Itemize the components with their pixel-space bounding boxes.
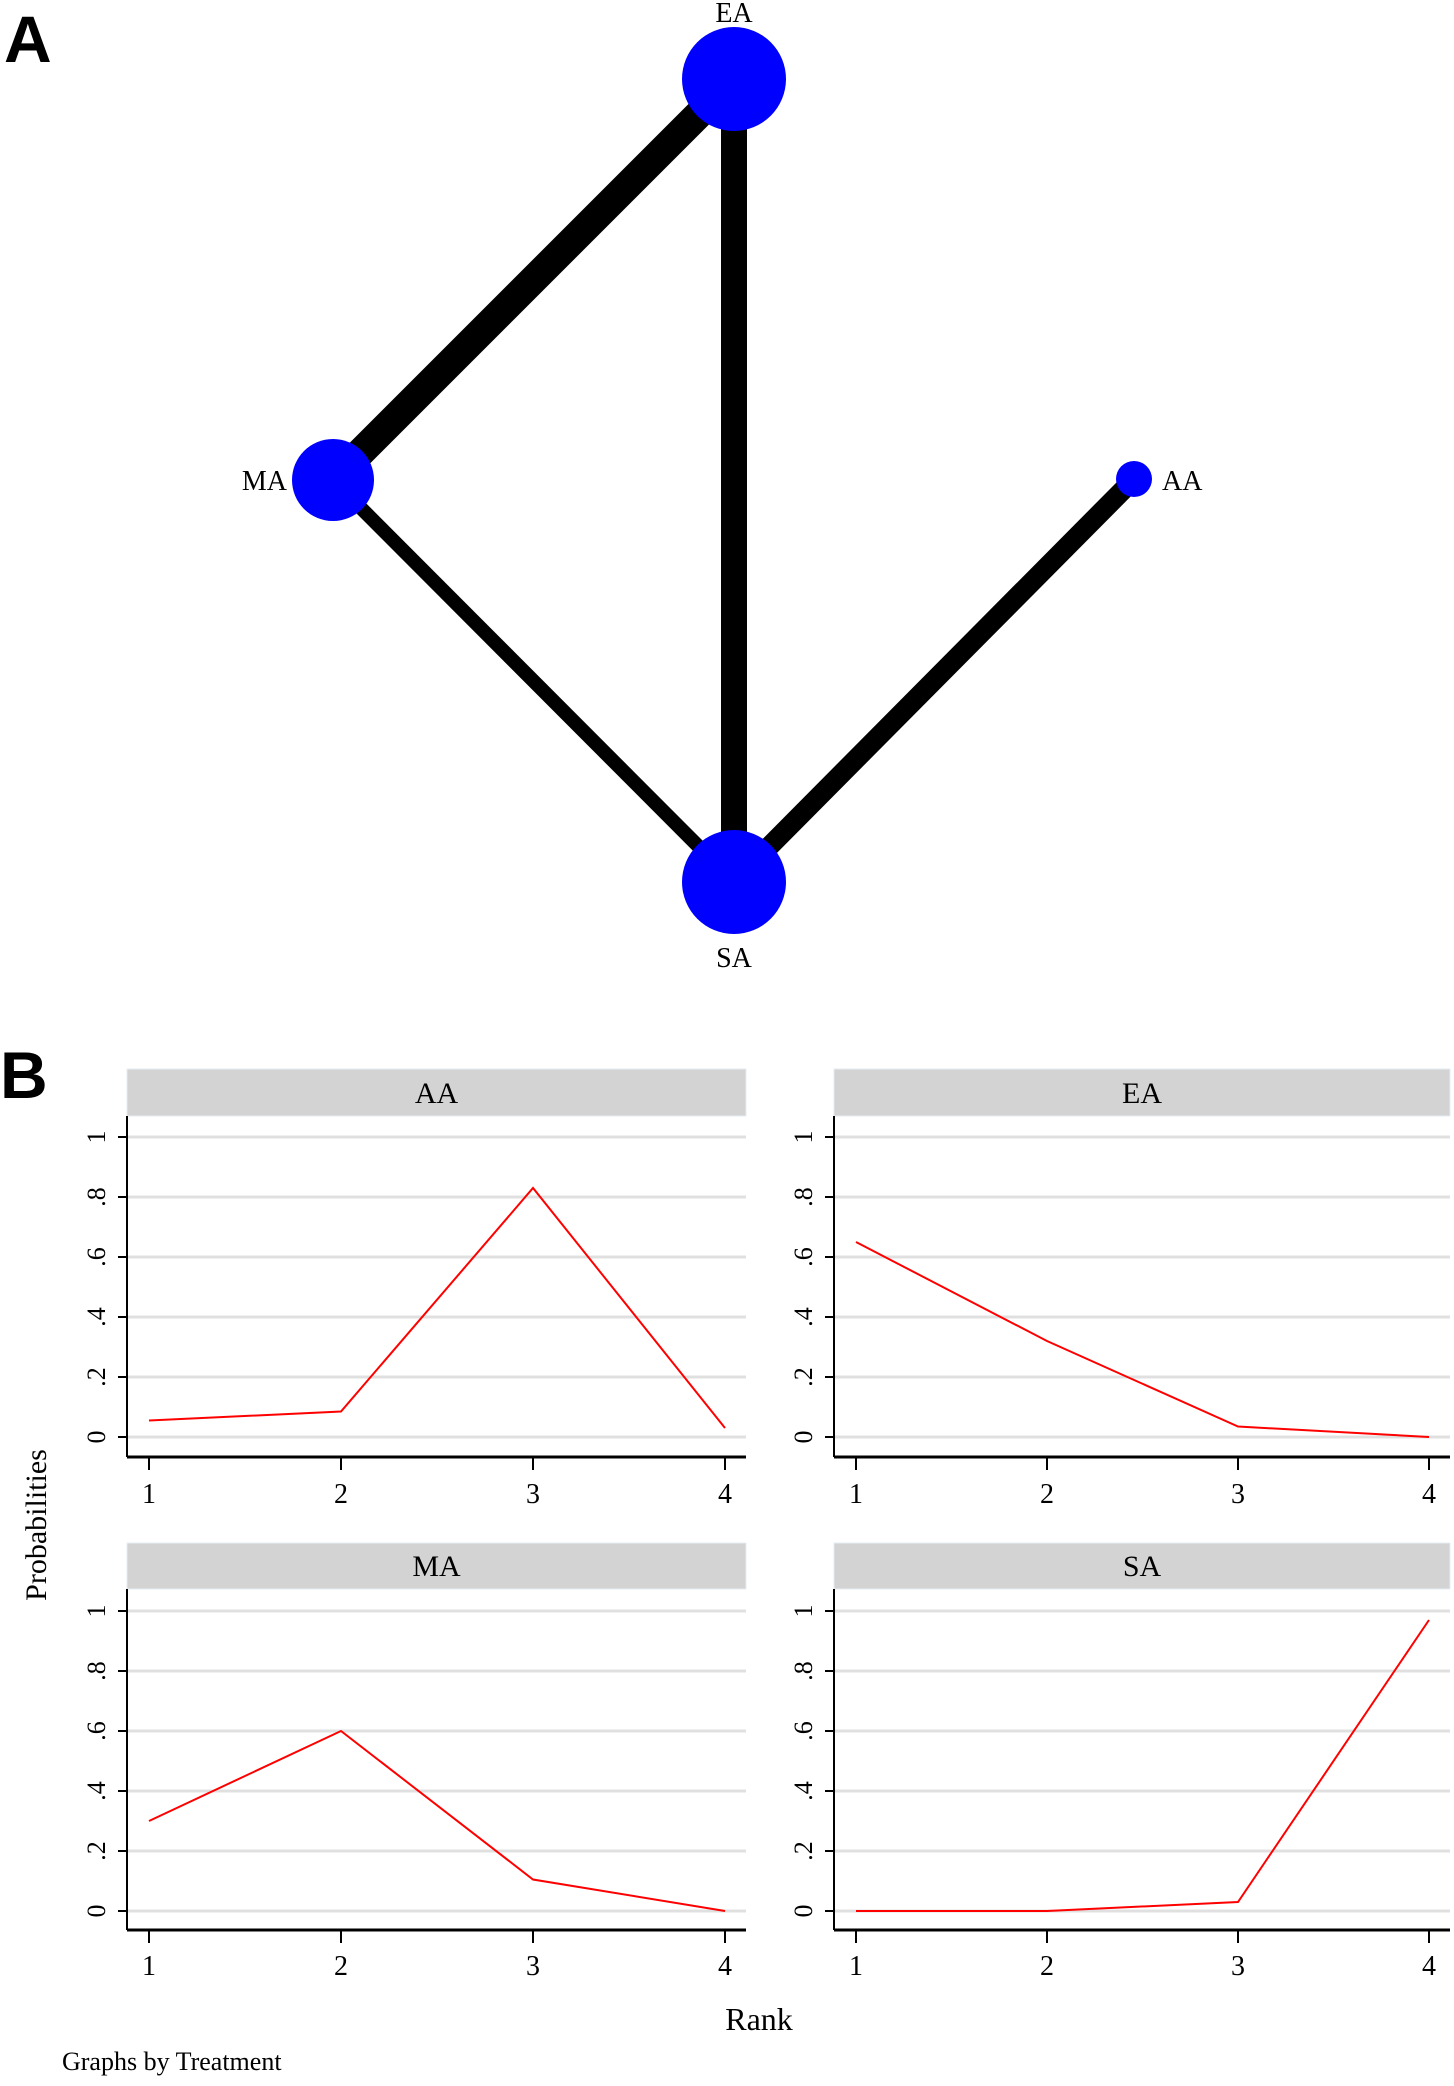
y-tick-label: 0	[82, 1431, 111, 1444]
y-tick-label: 1	[82, 1131, 111, 1144]
edge-MA-SA	[328, 475, 739, 887]
x-tick-label: 2	[334, 1951, 348, 1982]
edge-EA-MA	[322, 68, 745, 491]
node-label-EA: EA	[715, 0, 753, 29]
panel-title: MA	[412, 1550, 461, 1583]
x-tick-label: 1	[849, 1951, 863, 1982]
y-tick-label: 0	[789, 1905, 818, 1918]
x-tick-label: 4	[1422, 1479, 1436, 1510]
y-tick-label: .2	[82, 1841, 111, 1861]
y-tick-label: .2	[789, 1841, 818, 1861]
rank-probability-panels: AA 0 .2 .4 .6 .8 1 1 2 3 4 EA 0 .2 .4 .6 .8 1 1 2 3 4 MA 0 .2 .4.…	[82, 1068, 1451, 1982]
panel-MA: MA 0 .2 .4 .6 .8 1 1 2 3 4	[82, 1542, 747, 1982]
y-tick-label: .8	[82, 1187, 111, 1207]
y-tick-label: 0	[789, 1431, 818, 1444]
panel-title: AA	[415, 1077, 459, 1110]
panel-strip	[833, 1542, 1451, 1590]
y-tick-label: .6	[789, 1247, 818, 1267]
x-tick-label: 1	[142, 1479, 156, 1510]
network-graph: EA MA AA SA	[242, 0, 1203, 974]
y-tick-label: .6	[789, 1721, 818, 1741]
panel-title: SA	[1123, 1550, 1162, 1583]
x-tick-label: 2	[1040, 1479, 1054, 1510]
series-line-MA	[148, 1729, 726, 1912]
edge-SA-AA	[726, 471, 1142, 890]
y-tick-label: .6	[82, 1721, 111, 1741]
y-tick-label: 1	[789, 1131, 818, 1144]
node-label-SA: SA	[716, 943, 753, 974]
y-tick-label: 0	[82, 1905, 111, 1918]
panel-strip	[126, 1068, 747, 1117]
y-tick-label: .8	[789, 1661, 818, 1681]
x-tick-label: 1	[142, 1951, 156, 1982]
series-line-AA	[148, 1186, 726, 1429]
x-tick-label: 1	[849, 1479, 863, 1510]
y-tick-label: .2	[82, 1367, 111, 1387]
panel-a-label: A	[4, 2, 52, 76]
x-tick-label: 4	[718, 1479, 732, 1510]
y-tick-label: .4	[789, 1781, 818, 1801]
panel-strip	[126, 1542, 747, 1590]
panel-b-label: B	[0, 1038, 48, 1112]
node-label-MA: MA	[242, 466, 288, 497]
panel-title: EA	[1122, 1077, 1162, 1110]
panel-strip	[833, 1068, 1451, 1117]
node-MA	[292, 439, 374, 521]
x-tick-label: 3	[526, 1479, 540, 1510]
panel-EA: EA 0 .2 .4 .6 .8 1 1 2 3 4	[789, 1068, 1451, 1510]
x-tick-label: 3	[1231, 1951, 1245, 1982]
y-tick-label: .8	[82, 1661, 111, 1681]
node-SA	[682, 830, 786, 934]
x-axis-label: Rank	[725, 2001, 793, 2037]
y-tick-label: .4	[789, 1307, 818, 1327]
x-tick-label: 2	[1040, 1951, 1054, 1982]
node-AA	[1116, 461, 1152, 497]
y-tick-label: 1	[789, 1605, 818, 1618]
series-line-SA	[856, 1619, 1430, 1912]
x-tick-label: 3	[1231, 1479, 1245, 1510]
graphs-by-note: Graphs by Treatment	[62, 2047, 282, 2076]
y-tick-label: .4	[82, 1781, 111, 1801]
y-axis-label: Probabilities	[20, 1449, 53, 1601]
y-tick-label: .8	[789, 1187, 818, 1207]
y-tick-label: .6	[82, 1247, 111, 1267]
x-tick-label: 3	[526, 1951, 540, 1982]
node-EA	[682, 27, 786, 131]
node-label-AA: AA	[1162, 466, 1203, 497]
panel-SA: SA 0 .2 .4 .6 .8 1 1 2 3 4	[789, 1542, 1451, 1982]
x-tick-label: 4	[718, 1951, 732, 1982]
x-tick-label: 4	[1422, 1951, 1436, 1982]
series-line-EA	[855, 1241, 1430, 1438]
panel-AA: AA 0 .2 .4 .6 .8 1 1 2 3 4	[82, 1068, 747, 1510]
y-tick-label: 1	[82, 1605, 111, 1618]
y-tick-label: .2	[789, 1367, 818, 1387]
y-tick-label: .4	[82, 1307, 111, 1327]
x-tick-label: 2	[334, 1479, 348, 1510]
